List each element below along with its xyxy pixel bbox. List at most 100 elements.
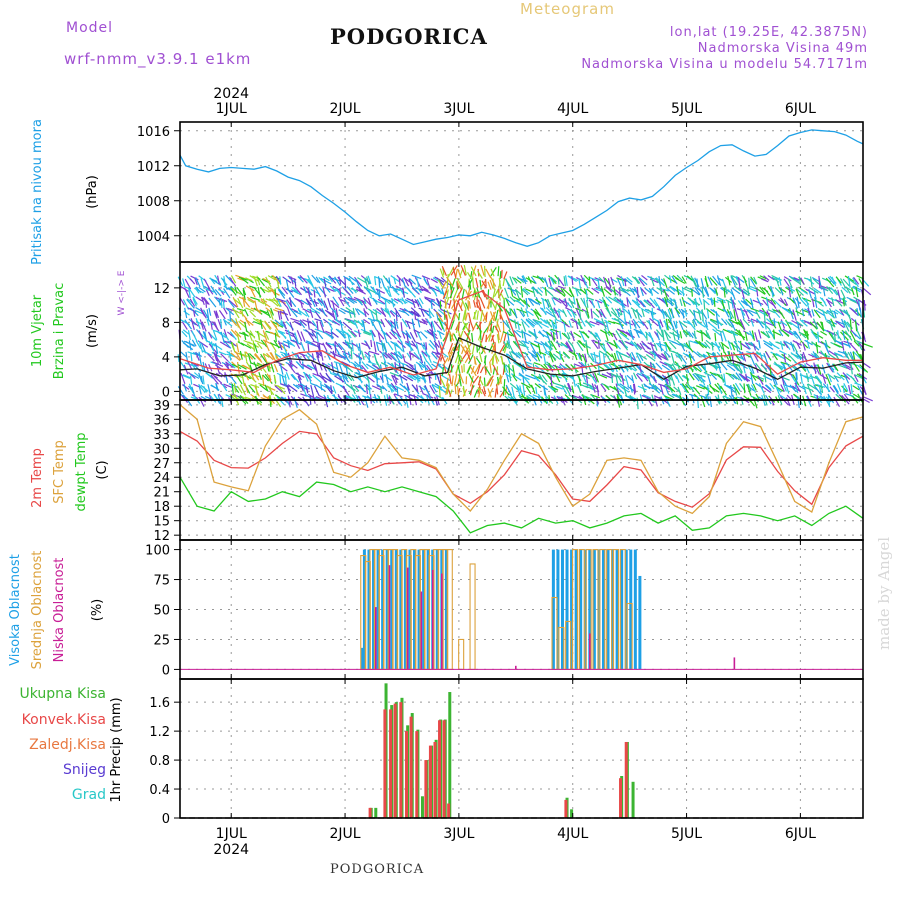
wind-arrow — [383, 361, 388, 372]
wind-arrow — [773, 329, 775, 339]
wind-arrow — [685, 329, 692, 338]
wind-arrow — [290, 276, 294, 285]
wind-arrow — [806, 339, 810, 350]
wind-arrow — [568, 297, 575, 309]
wind-arrow — [504, 297, 510, 307]
wind-arrow — [772, 353, 778, 361]
wind-arrow — [737, 277, 741, 289]
wind-arrow — [653, 371, 663, 379]
wind-arrow — [331, 310, 336, 320]
wind-arrow — [817, 331, 820, 343]
wind-arrow — [630, 340, 639, 350]
wind-arrow — [390, 309, 400, 318]
wind-arrow — [316, 320, 319, 331]
wind-arrow — [834, 309, 844, 316]
slp-line — [179, 129, 864, 247]
wind-arrow — [370, 339, 373, 348]
wind-arrow — [351, 287, 357, 294]
wind-arrow — [347, 329, 356, 338]
wind-arrow — [694, 339, 705, 349]
wind-arrow — [183, 383, 187, 392]
wind-arrow — [555, 287, 564, 293]
wind-arrow — [429, 385, 436, 394]
wind-arrow — [376, 361, 383, 373]
wind-arrow — [756, 288, 759, 297]
wind-arrow — [441, 366, 445, 376]
wind-arrow — [586, 299, 589, 308]
wind-arrow — [365, 286, 376, 294]
wind-arrow — [598, 310, 607, 320]
wind-arrow — [758, 310, 767, 317]
wind-arrow — [750, 299, 754, 309]
wind-arrow — [269, 309, 274, 320]
wind-arrow — [348, 277, 354, 286]
wind-arrow — [841, 361, 847, 368]
wind-arrow — [852, 385, 860, 391]
wind-arrow — [386, 308, 392, 318]
temperature-y-tick-label: 30 — [153, 442, 170, 457]
precip-unit: 1hr Precip (mm) — [109, 697, 124, 802]
wind-arrow — [423, 276, 428, 285]
wind-arrow — [727, 350, 731, 359]
wind-arrow — [788, 329, 799, 339]
wind-arrow — [350, 383, 356, 395]
wind-arrow — [200, 307, 207, 319]
wind-arrow — [820, 330, 828, 336]
wind-arrow — [547, 298, 553, 310]
wind-arrow — [280, 331, 287, 340]
wind-arrow — [723, 307, 730, 318]
wind-arrow — [586, 288, 594, 295]
wind-arrow — [259, 286, 266, 294]
wind-arrow — [409, 331, 417, 343]
wind-arrow — [550, 309, 558, 321]
high-bar — [426, 549, 430, 670]
wind-arrow — [613, 339, 618, 349]
low-bar — [441, 573, 443, 670]
wind-arrow — [830, 318, 836, 327]
wind-arrow — [190, 352, 193, 362]
wind-arrow — [295, 298, 305, 305]
wind-arrow — [530, 343, 537, 354]
wind-arrow — [813, 394, 823, 400]
wind-arrow — [444, 299, 447, 309]
wind-arrow — [214, 296, 223, 306]
wind-arrow — [831, 276, 837, 287]
wind-arrow — [672, 328, 681, 336]
wind-arrow — [597, 277, 601, 289]
wind-arrow — [348, 275, 357, 282]
wind-arrow — [446, 384, 450, 395]
temperature-y-tick-label: 18 — [153, 500, 170, 515]
wind-arrow — [522, 340, 529, 351]
wind-arrow — [565, 363, 574, 372]
wind-arrow — [442, 268, 445, 276]
wind-arrow — [813, 287, 822, 294]
wind-arrow — [253, 320, 262, 325]
wind-arrow — [709, 385, 720, 393]
wind-arrow — [624, 278, 633, 286]
wind-arrow — [345, 310, 356, 315]
wind-arrow — [236, 332, 240, 343]
wind-arrow — [248, 331, 253, 342]
wind-arrow — [596, 364, 605, 371]
wind-arrow — [743, 308, 750, 320]
wind-arrow — [490, 266, 497, 277]
wind-arrow — [367, 297, 372, 305]
wind-arrow — [363, 331, 371, 336]
wind-arrow — [380, 340, 384, 352]
wind-arrow — [730, 276, 736, 287]
wind-arrow — [276, 278, 280, 290]
wind-arrow — [274, 385, 283, 393]
wind-arrow — [462, 321, 470, 332]
wind-arrow — [270, 320, 279, 331]
wind-arrow — [562, 352, 570, 359]
wind-arrow — [323, 300, 329, 311]
wind-arrow — [688, 340, 691, 348]
wind-arrow — [667, 364, 674, 371]
wind-arrow — [218, 297, 221, 306]
wind-arrow — [566, 383, 572, 393]
wind-arrow — [527, 276, 532, 284]
wind-arrow — [491, 343, 496, 352]
wind-arrow — [512, 296, 521, 302]
wind-arrow — [643, 343, 652, 351]
wind-arrow — [264, 321, 271, 331]
